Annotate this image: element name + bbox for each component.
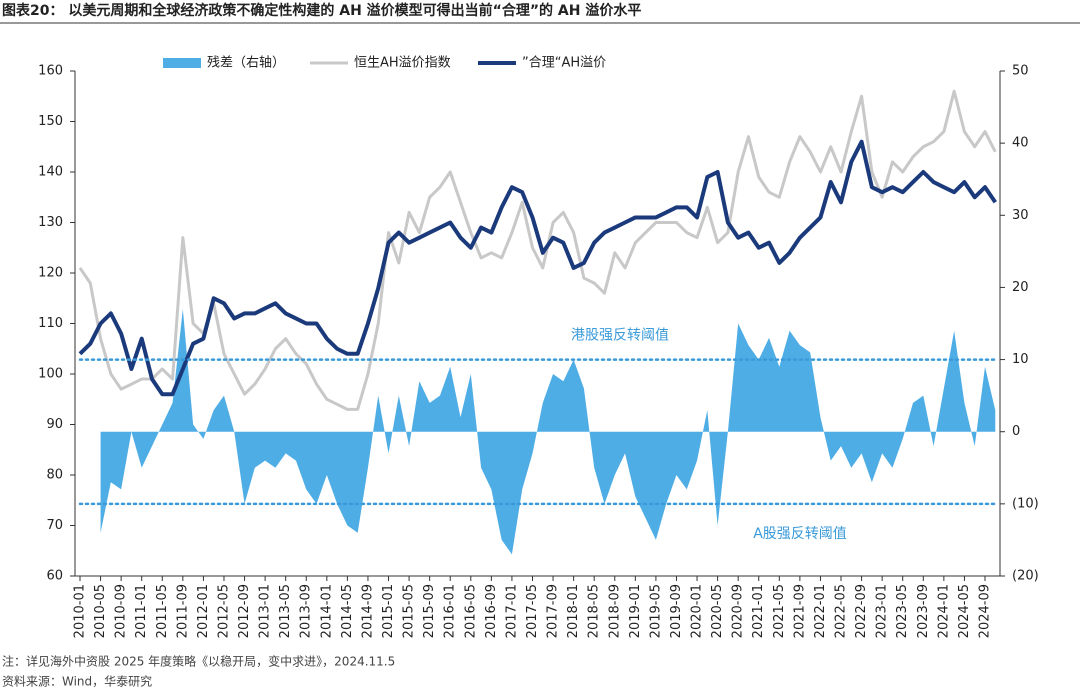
y-tick-label: 130: [38, 215, 63, 230]
x-tick-label: 2019-01: [628, 584, 643, 638]
x-tick-label: 2010-05: [93, 584, 108, 638]
x-tick-label: 2023-05: [895, 584, 910, 638]
x-tick-label: 2013-09: [299, 584, 314, 638]
x-tick-label: 2021-05: [772, 584, 787, 638]
y-tick-label: 90: [46, 417, 63, 432]
x-tick-label: 2014-05: [340, 584, 355, 638]
x-tick-label: 2020-05: [710, 584, 725, 638]
x-tick-label: 2022-05: [834, 584, 849, 638]
note: 注：详见海外中资股 2025 年度策略《以稳开局，变中求进》，2024.11.5: [2, 654, 395, 669]
y-tick-label: 60: [46, 569, 63, 584]
x-tick-label: 2024-05: [957, 584, 972, 638]
y2-tick-label: (10): [1012, 496, 1039, 511]
legend-label: 恒生AH溢价指数: [354, 56, 451, 71]
threshold-label: A股强反转阈值: [753, 526, 847, 542]
y-tick-label: 120: [38, 266, 63, 281]
x-tick-label: 2017-01: [504, 584, 519, 638]
y2-tick-label: 20: [1012, 280, 1029, 295]
x-tick-label: 2019-05: [648, 584, 663, 638]
x-tick-label: 2015-05: [402, 584, 417, 638]
x-tick-label: 2012-09: [237, 584, 252, 638]
legend-label: ”合理“AH溢价: [522, 56, 606, 71]
x-tick-label: 2023-01: [875, 584, 890, 638]
y2-tick-label: 0: [1012, 424, 1020, 439]
residual-area: [100, 309, 996, 555]
y-tick-label: 150: [38, 114, 63, 129]
x-tick-label: 2013-05: [278, 584, 293, 638]
x-tick-label: 2012-05: [216, 584, 231, 638]
x-tick-label: 2017-09: [546, 584, 561, 638]
x-tick-label: 2018-05: [587, 584, 602, 638]
x-tick-label: 2014-01: [319, 584, 334, 638]
x-tick-label: 2015-09: [422, 584, 437, 638]
y-tick-label: 80: [46, 468, 63, 483]
y2-tick-label: (20): [1012, 569, 1039, 584]
y-tick-label: 110: [38, 316, 63, 331]
y2-tick-label: 40: [1012, 136, 1029, 151]
x-tick-label: 2013-01: [258, 584, 273, 638]
x-tick-label: 2021-09: [792, 584, 807, 638]
x-tick-label: 2015-01: [381, 584, 396, 638]
x-tick-label: 2010-09: [114, 584, 129, 638]
y2-tick-label: 10: [1012, 352, 1029, 367]
x-tick-label: 2022-01: [813, 584, 828, 638]
x-tick-label: 2016-05: [463, 584, 478, 638]
y2-tick-label: 30: [1012, 208, 1029, 223]
legend-label: 残差（右轴）: [207, 56, 285, 71]
x-tick-label: 2018-01: [566, 584, 581, 638]
x-tick-label: 2016-01: [443, 584, 458, 638]
x-tick-label: 2024-09: [977, 584, 992, 638]
x-tick-label: 2024-01: [936, 584, 951, 638]
x-tick-label: 2011-09: [175, 584, 190, 638]
x-tick-label: 2018-09: [607, 584, 622, 638]
x-tick-label: 2014-09: [360, 584, 375, 638]
series-line: [78, 139, 997, 397]
x-tick-label: 2019-09: [669, 584, 684, 638]
x-tick-label: 2020-09: [731, 584, 746, 638]
x-tick-label: 2011-01: [134, 584, 149, 638]
threshold-label: 港股强反转阈值: [571, 328, 669, 344]
x-tick-label: 2011-05: [155, 584, 170, 638]
x-tick-label: 2016-09: [484, 584, 499, 638]
y-tick-label: 140: [38, 165, 63, 180]
x-tick-label: 2017-05: [525, 584, 540, 638]
chart-title: 图表20： 以美元周期和全球经济政策不确定性构建的 AH 溢价模型可得出当前“合…: [2, 2, 641, 19]
x-tick-label: 2021-01: [751, 584, 766, 638]
y-tick-label: 100: [38, 367, 63, 382]
x-tick-label: 2020-01: [690, 584, 705, 638]
x-tick-label: 2022-09: [854, 584, 869, 638]
source: 资料来源：Wind，华泰研究: [2, 674, 152, 689]
y-tick-label: 70: [46, 518, 63, 533]
x-tick-label: 2023-09: [916, 584, 931, 638]
x-tick-label: 2010-01: [73, 584, 88, 638]
legend-swatch: [163, 58, 201, 68]
y2-tick-label: 50: [1012, 64, 1029, 79]
y-tick-label: 160: [38, 64, 63, 79]
x-tick-label: 2012-01: [196, 584, 211, 638]
series-line: [78, 89, 997, 411]
